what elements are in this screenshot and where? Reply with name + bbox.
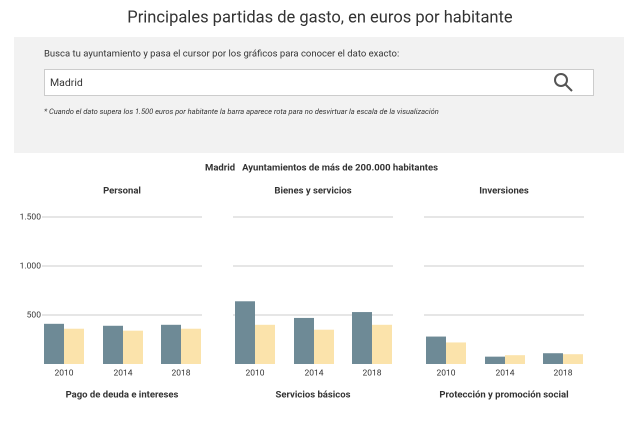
bar	[352, 312, 372, 364]
search-prompt: Busca tu ayuntamiento y pasa el cursor p…	[44, 49, 399, 60]
x-tick-label: 2018	[362, 368, 381, 378]
search-input[interactable]	[44, 69, 594, 96]
chart-title: Bienes y servicios	[274, 186, 351, 197]
page-title: Principales partidas de gasto, en euros …	[127, 8, 513, 27]
chart-title: Personal	[103, 186, 141, 197]
search-icon[interactable]	[554, 73, 573, 92]
bar	[161, 324, 181, 364]
bar	[485, 356, 505, 364]
bar	[372, 324, 392, 364]
legend-label: Ayuntamientos de más de 200.000 habitant…	[242, 163, 438, 174]
bar	[294, 317, 314, 364]
x-tick-label: 2018	[171, 368, 190, 378]
chart-title: Inversiones	[479, 186, 529, 197]
legend-label: Madrid	[205, 163, 235, 174]
chart-title: Pago de deuda e intereses	[66, 390, 179, 401]
x-tick-label: 2018	[553, 368, 572, 378]
x-tick-label: 2010	[245, 368, 264, 378]
bar	[235, 301, 255, 364]
bar	[563, 354, 583, 364]
y-tick-label: 1.000	[20, 261, 42, 271]
search-value: Madrid	[50, 76, 83, 89]
bar	[314, 329, 334, 364]
bar	[103, 325, 123, 364]
chart-title: Servicios básicos	[276, 390, 351, 401]
note: * Cuando el dato supera los 1.500 euros …	[44, 107, 439, 116]
x-tick-label: 2014	[304, 368, 323, 378]
bar	[181, 328, 201, 364]
bar	[255, 324, 275, 364]
y-tick-label: 500	[27, 310, 42, 320]
bar	[123, 330, 143, 364]
bar	[543, 353, 563, 364]
bar	[426, 336, 446, 364]
x-tick-label: 2010	[54, 368, 73, 378]
x-tick-label: 2014	[113, 368, 132, 378]
bar	[44, 323, 64, 364]
y-tick-label: 1.500	[20, 212, 42, 222]
chart-title: Protección y promoción social	[439, 390, 568, 401]
bar	[446, 342, 466, 364]
x-tick-label: 2014	[495, 368, 514, 378]
bar	[505, 355, 525, 364]
bar	[64, 328, 84, 364]
x-tick-label: 2010	[436, 368, 455, 378]
